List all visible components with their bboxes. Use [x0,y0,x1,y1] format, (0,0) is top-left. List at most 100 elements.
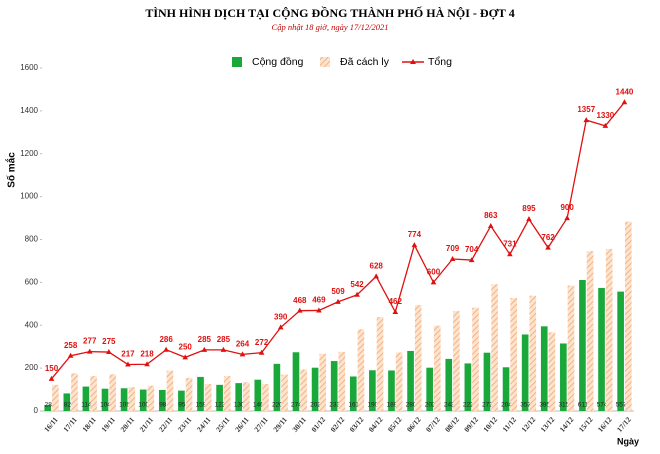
bar [433,325,441,411]
x-tick-label: 20/11 [119,415,137,434]
bar [216,384,223,411]
bar [281,374,288,411]
value-label: 243 [444,402,455,409]
value-label: 217 [121,350,135,359]
x-tick-label: 29/11 [271,415,289,434]
value-label: 863 [484,211,498,220]
value-label: 611 [578,402,589,409]
bar [338,351,346,411]
marker [258,349,265,355]
value-label: 895 [522,204,536,213]
x-tick-label: 16/11 [42,415,60,434]
y-tick-label: 1600 [20,63,38,72]
marker [277,324,284,330]
marker [392,308,399,314]
marker [411,242,418,248]
bar [63,393,71,411]
marker [468,257,475,263]
marker [621,99,628,105]
value-label: 509 [331,287,345,296]
value-label: 468 [293,296,307,305]
marker [354,291,360,297]
marker [335,298,341,304]
chart-subtitle: Cập nhật 18 giờ, ngày 17/12/2021 [272,22,389,32]
marker [86,348,93,354]
value-label: 218 [140,349,154,358]
bar [617,291,624,411]
bar [414,305,422,411]
value-label: 130 [234,402,245,409]
bar [491,284,498,411]
value-label: 285 [217,335,231,344]
bar [319,353,327,411]
value-label: 600 [427,267,441,276]
chart-title: TÌNH HÌNH DỊCH TẠI CỘNG ĐỒNG THÀNH PHỐ H… [145,5,514,20]
x-tick-label: 01/12 [309,415,327,434]
y-tick-label: 0 [34,406,39,415]
bar [71,373,78,411]
marker [602,122,609,128]
value-label: 106 [119,402,130,409]
bar [464,363,472,411]
bar [567,285,575,411]
bar [510,298,518,411]
value-label: 202 [425,402,436,409]
value-label: 462 [389,297,403,306]
bar [109,374,116,411]
bar [369,370,376,411]
value-label: 1357 [577,105,595,114]
x-tick-label: 26/11 [233,415,251,434]
marker [201,346,208,352]
bar [560,343,567,411]
y-axis-label: Số mắc [5,152,18,188]
value-label: 104 [100,402,111,409]
value-label: 114 [81,402,92,409]
value-label: 122 [215,402,226,409]
bar [624,221,632,411]
bar [147,385,155,411]
x-tick-label: 18/11 [80,415,98,434]
value-label: 704 [465,245,479,254]
x-tick-label: 03/12 [348,415,366,434]
x-tick-label: 22/11 [157,415,175,434]
x-tick-label: 11/12 [500,415,518,434]
value-label: 189 [387,402,398,409]
x-tick-label: 23/11 [176,415,194,434]
marker [430,279,437,285]
marker [67,352,74,358]
value-label: 233 [329,402,340,409]
marker [106,349,112,355]
bar [101,388,109,411]
value-label: 709 [446,244,460,253]
bar [178,390,185,411]
x-tick-label: 13/12 [539,415,557,434]
value-label: 100 [138,402,149,409]
value-label: 774 [408,230,422,239]
x-tick-label: 05/12 [386,415,404,434]
legend-swatch [232,57,242,67]
marker [583,117,590,123]
x-tick-label: 06/12 [405,415,423,434]
legend-label: Cộng đồng [252,56,304,68]
bar [166,370,174,411]
x-tick-label: 25/11 [214,415,232,434]
bar [502,367,510,411]
marker [564,215,570,221]
value-label: 280 [406,402,417,409]
bar [82,386,90,411]
y-tick-label: 600 [25,277,39,286]
x-tick-label: 07/12 [424,415,442,434]
x-tick-label: 04/12 [367,415,385,434]
value-label: 469 [312,296,326,305]
value-label: 150 [45,364,59,373]
bar [548,332,556,411]
bar [540,326,548,411]
value-label: 1440 [616,87,634,96]
bar [529,295,537,411]
marker [526,216,532,222]
y-tick-label: 400 [25,320,39,329]
marker [48,375,55,381]
value-label: 258 [64,341,78,350]
value-label: 272 [255,338,269,347]
value-label: 202 [310,402,321,409]
